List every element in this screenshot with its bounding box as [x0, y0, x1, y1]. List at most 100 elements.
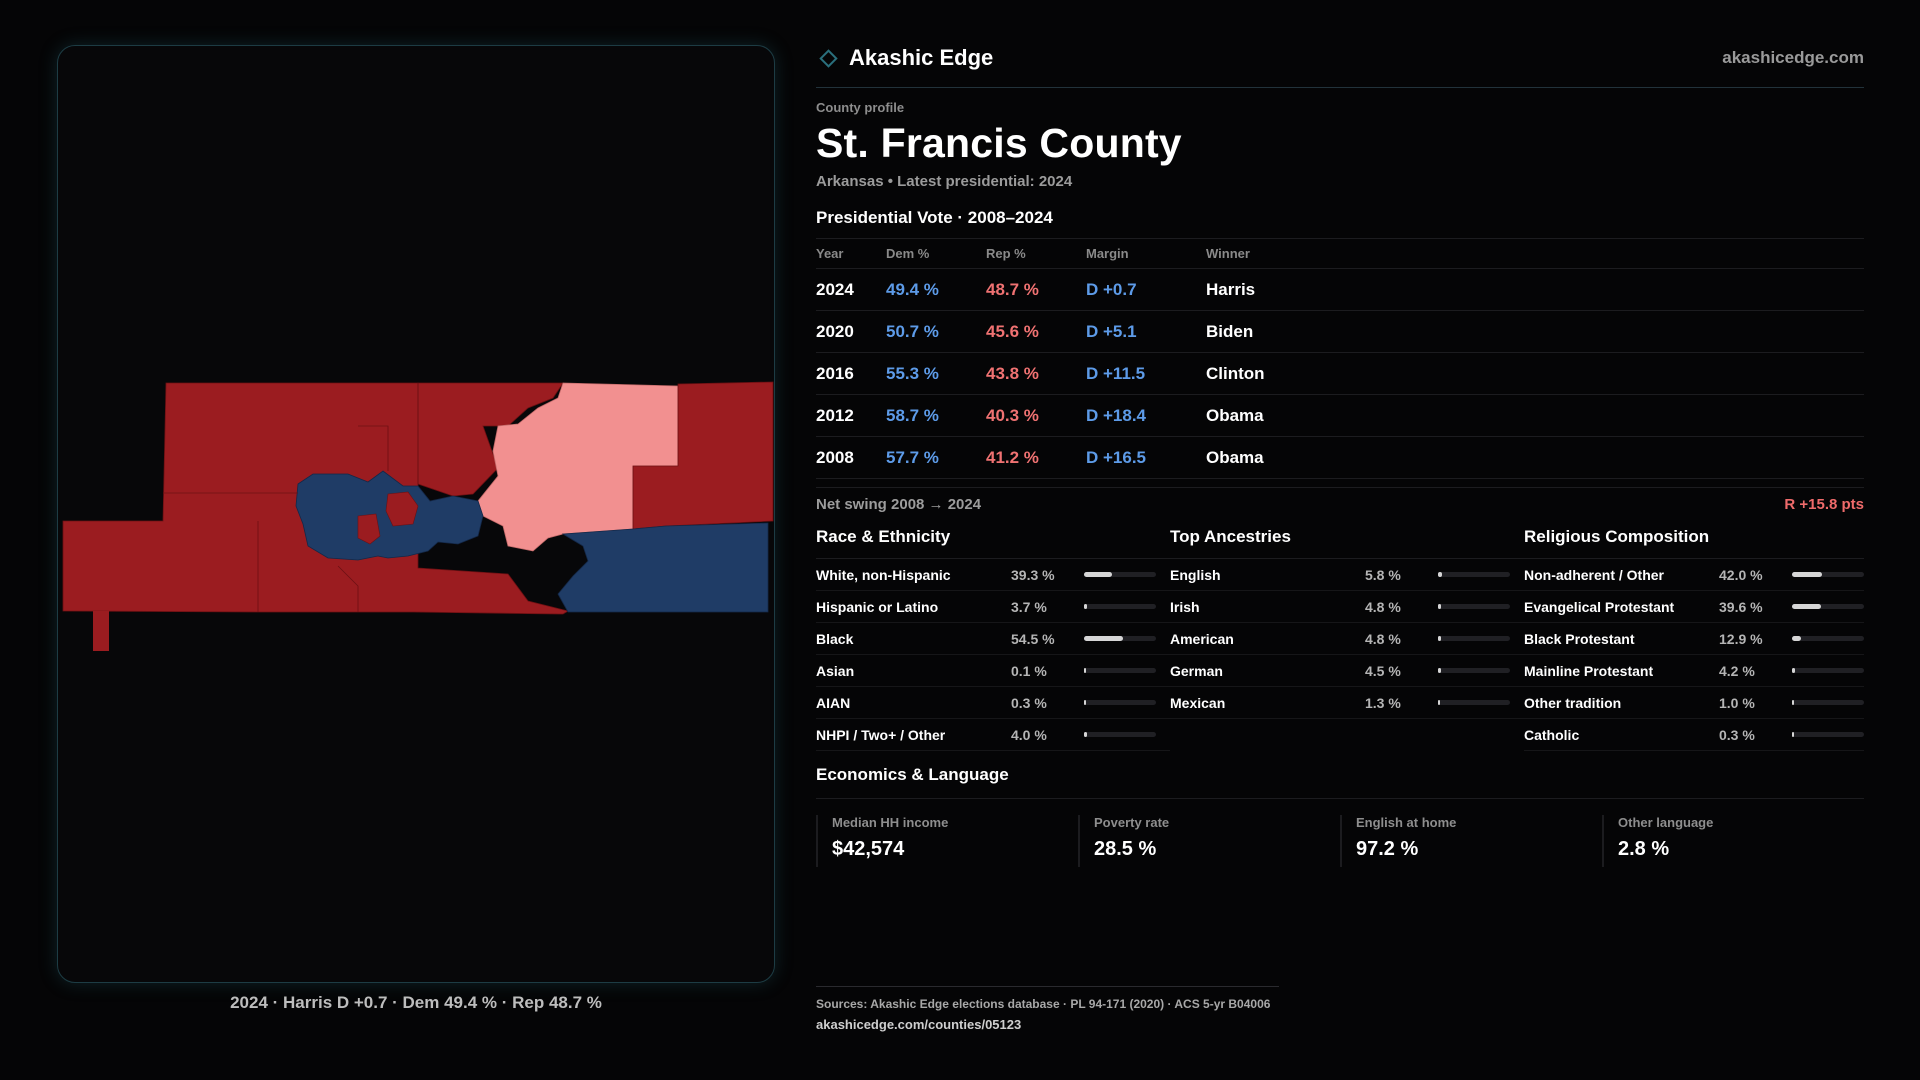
ancestry-section-title: Top Ancestries	[1170, 527, 1524, 559]
brand-name: Akashic Edge	[849, 45, 994, 70]
col-dem: Dem %	[886, 238, 986, 269]
demo-bar	[1438, 604, 1510, 609]
demo-label: Asian	[816, 662, 855, 679]
list-item: German 4.5 %	[1170, 655, 1524, 687]
table-row: 2016 55.3 % 43.8 % D +11.5 Clinton	[816, 352, 1864, 395]
map-region-red-pocket-2[interactable]	[357, 513, 381, 545]
religion-section: Religious Composition Non-adherent / Oth…	[1524, 527, 1864, 751]
demo-value: 0.3 %	[1719, 726, 1755, 743]
cell-rep: 48.7 %	[986, 268, 1086, 311]
col-rep: Rep %	[986, 238, 1086, 269]
cell-year: 2008	[816, 436, 886, 479]
cell-rep: 43.8 %	[986, 352, 1086, 395]
demo-bar	[1792, 700, 1864, 705]
cell-margin: D +0.7	[1086, 268, 1206, 311]
demo-value: 0.3 %	[1011, 694, 1047, 711]
econ-card-income: Median HH income $42,574	[816, 815, 1078, 867]
net-swing-value: R +15.8 pts	[1784, 496, 1864, 513]
demo-value: 39.3 %	[1011, 566, 1055, 583]
econ-value: $42,574	[832, 838, 905, 860]
sources-line: Sources: Akashic Edge elections database…	[816, 997, 1271, 1011]
demo-value: 4.0 %	[1011, 726, 1047, 743]
demo-label: Non-adherent / Other	[1524, 566, 1665, 583]
demo-value: 42.0 %	[1719, 566, 1763, 583]
map-caption: 2024 · Harris D +0.7 · Dem 49.4 % · Rep …	[230, 993, 602, 1012]
list-item: American 4.8 %	[1170, 623, 1524, 655]
demo-value: 12.9 %	[1719, 630, 1763, 647]
demo-bar	[1438, 636, 1510, 641]
demo-bar-fill	[1084, 636, 1124, 641]
cell-dem: 55.3 %	[886, 352, 986, 395]
econ-card-other-language: Other language 2.8 %	[1602, 815, 1864, 867]
demo-bar-fill	[1438, 668, 1442, 673]
demo-bar	[1792, 636, 1864, 641]
table-row: 2012 58.7 % 40.3 % D +18.4 Obama	[816, 394, 1864, 437]
demo-label: White, non-Hispanic	[816, 566, 951, 583]
demo-value: 4.8 %	[1365, 630, 1401, 647]
demo-bar	[1792, 572, 1864, 577]
cell-dem: 49.4 %	[886, 268, 986, 311]
vote-table-header: Year Dem % Rep % Margin Winner	[816, 238, 1864, 269]
demo-value: 4.8 %	[1365, 598, 1401, 615]
map-region-stub[interactable]	[93, 611, 109, 651]
demo-bar	[1084, 572, 1156, 577]
econ-value: 28.5 %	[1094, 838, 1157, 860]
county-url-link[interactable]: akashicedge.com/counties/05123	[816, 1017, 1022, 1032]
race-section-title: Race & Ethnicity	[816, 527, 1170, 559]
demo-label: Other tradition	[1524, 694, 1622, 711]
cell-year: 2012	[816, 394, 886, 437]
demo-value: 1.0 %	[1719, 694, 1755, 711]
demo-bar-fill	[1792, 700, 1794, 705]
cell-margin: D +18.4	[1086, 394, 1206, 437]
list-item: Hispanic or Latino 3.7 %	[816, 591, 1170, 623]
econ-card-english: English at home 97.2 %	[1340, 815, 1602, 867]
cell-winner: Obama	[1206, 436, 1864, 479]
demo-bar-fill	[1084, 732, 1087, 737]
brand[interactable]: Akashic Edge	[816, 45, 993, 71]
economics-cards: Median HH income $42,574 Poverty rate 28…	[816, 815, 1864, 867]
list-item: Black Protestant 12.9 %	[1524, 623, 1864, 655]
map-region-north-central[interactable]	[417, 382, 564, 497]
demo-bar	[1084, 668, 1156, 673]
map-region-red-pocket[interactable]	[385, 491, 419, 527]
demo-bar-fill	[1084, 668, 1086, 673]
precinct-map[interactable]	[58, 46, 775, 983]
demo-bar-fill	[1792, 604, 1821, 609]
cell-margin: D +16.5	[1086, 436, 1206, 479]
page-title: St. Francis County	[816, 120, 1182, 166]
site-link[interactable]: akashicedge.com	[1722, 48, 1864, 67]
list-item: Mainline Protestant 4.2 %	[1524, 655, 1864, 687]
demo-label: Hispanic or Latino	[816, 598, 939, 615]
demo-value: 0.1 %	[1011, 662, 1047, 679]
cell-year: 2020	[816, 310, 886, 353]
econ-value: 97.2 %	[1356, 838, 1419, 860]
demo-bar-fill	[1792, 668, 1796, 673]
table-row: 2008 57.7 % 41.2 % D +16.5 Obama	[816, 436, 1864, 479]
sources-footer: Sources: Akashic Edge elections database…	[816, 986, 1279, 1032]
cell-dem: 57.7 %	[886, 436, 986, 479]
cell-winner: Obama	[1206, 394, 1864, 437]
demo-bar	[1792, 668, 1864, 673]
demo-label: Evangelical Protestant	[1524, 598, 1675, 615]
cell-winner: Harris	[1206, 268, 1864, 311]
precinct-map-panel[interactable]	[57, 45, 775, 983]
map-region-southeast-blue[interactable]	[557, 522, 769, 613]
cell-dem: 58.7 %	[886, 394, 986, 437]
demo-label: Black	[816, 630, 854, 647]
demo-bar	[1438, 572, 1510, 577]
demo-value: 5.8 %	[1365, 566, 1401, 583]
demo-bar-fill	[1438, 700, 1440, 705]
demographics: Race & Ethnicity White, non-Hispanic 39.3…	[816, 527, 1864, 751]
cell-dem: 50.7 %	[886, 310, 986, 353]
demo-label: English	[1170, 566, 1221, 583]
demo-bar	[1792, 604, 1864, 609]
demo-value: 39.6 %	[1719, 598, 1763, 615]
econ-value: 2.8 %	[1618, 838, 1670, 860]
list-item: English 5.8 %	[1170, 559, 1524, 591]
cell-margin: D +5.1	[1086, 310, 1206, 353]
demo-label: German	[1170, 662, 1223, 679]
diamond-icon	[819, 48, 838, 68]
demo-bar	[1084, 636, 1156, 641]
demo-value: 54.5 %	[1011, 630, 1055, 647]
col-winner: Winner	[1206, 238, 1864, 269]
